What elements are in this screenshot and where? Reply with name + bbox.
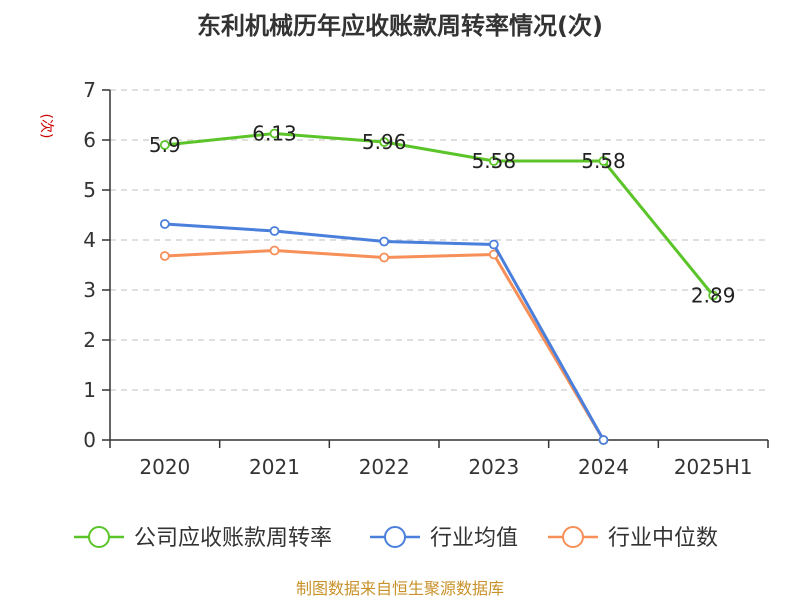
data-point <box>269 128 280 139</box>
y-tick-label: 1 <box>83 378 96 402</box>
series <box>159 128 719 445</box>
legend-label: 行业中位数 <box>608 526 718 551</box>
y-tick-label: 0 <box>83 428 96 452</box>
y-tick-label: 3 <box>83 278 96 302</box>
x-tick-label: 2021 <box>249 455 300 479</box>
data-point <box>159 251 170 261</box>
data-label: 5.58 <box>472 149 517 173</box>
axes: 0 1 2 3 4 5 6 7 2020 2021 2022 2023 2024 2025H1 <box>83 78 769 479</box>
data-point <box>488 156 499 166</box>
data-label: 6.13 <box>252 122 297 146</box>
data-label: 2.89 <box>691 284 736 308</box>
source-note: 制图数据来自恒生聚源数据库 <box>296 579 504 598</box>
legend-label: 公司应收账款周转率 <box>134 526 332 551</box>
legend-marker <box>562 526 584 548</box>
data-point <box>159 140 170 150</box>
data-point <box>269 226 280 236</box>
legend-label: 行业均值 <box>430 526 518 551</box>
legend-marker <box>384 526 406 548</box>
x-tick-label: 2020 <box>139 455 190 479</box>
data-point <box>379 252 390 263</box>
data-label: 5.9 <box>149 133 181 157</box>
data-point <box>379 137 390 147</box>
y-tick-label: 4 <box>83 228 96 252</box>
y-tick-label: 5 <box>83 178 96 202</box>
y-tick-label: 6 <box>83 128 96 152</box>
chart-title: 东利机械历年应收账款周转率情况(次) <box>197 12 603 40</box>
data-point <box>598 156 609 166</box>
data-point <box>379 236 390 247</box>
y-tick-label: 7 <box>83 78 96 102</box>
data-label: 5.96 <box>362 130 407 154</box>
y-tick-label: 2 <box>83 328 96 352</box>
data-label: 5.58 <box>581 149 626 173</box>
series-line <box>164 249 605 441</box>
data-point <box>598 435 609 445</box>
y-axis-label: (次) <box>38 114 54 139</box>
legend-marker <box>88 526 110 548</box>
series-line <box>164 132 715 297</box>
data-point <box>708 290 719 301</box>
data-point <box>159 219 170 229</box>
x-tick-label: 2022 <box>359 455 410 479</box>
x-tick-label: 2025H1 <box>674 455 753 479</box>
data-point <box>488 239 499 250</box>
x-tick-label: 2023 <box>468 455 519 479</box>
data-labels: 5.9 6.13 5.96 5.58 5.58 2.89 <box>149 122 736 308</box>
data-point <box>269 245 280 256</box>
x-tick-label: 2024 <box>578 455 629 479</box>
legend: 公司应收账款周转率 行业均值 行业中位数 <box>74 526 718 551</box>
